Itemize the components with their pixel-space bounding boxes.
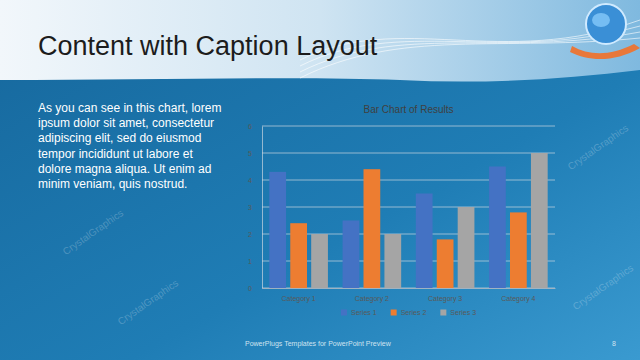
bar (311, 234, 328, 288)
slide-title: Content with Caption Layout (38, 31, 378, 61)
grid-line (262, 126, 555, 127)
y-tick-label: 2 (248, 231, 252, 238)
bar (531, 153, 548, 288)
page-number: 8 (612, 340, 616, 347)
bar (416, 194, 433, 289)
x-tick: Category 2 (355, 288, 389, 303)
x-axis: Category 1 Category 2 Category 3 Category 4 (263, 288, 556, 303)
y-tick-label: 3 (248, 204, 252, 211)
grid (262, 126, 555, 288)
y-tick-label: 5 (248, 150, 252, 157)
legend-label: Series 1 (351, 309, 377, 316)
caption-line: tempor incididunt ut labore et (38, 147, 193, 161)
bar (437, 239, 454, 288)
bar (458, 207, 475, 288)
bar (510, 212, 527, 288)
x-tick: Category 3 (428, 288, 462, 303)
legend: Series 1 Series 2 Series 3 (341, 309, 476, 316)
watermark: CrystalGraphics (566, 122, 631, 172)
bars (269, 153, 547, 288)
caption-line: minim veniam, quis nostrud. (38, 177, 187, 191)
globe-icon (570, 4, 640, 59)
bar (364, 169, 381, 288)
bar-series (290, 169, 526, 288)
y-tick: 1 (248, 258, 262, 265)
x-tick-label: Category 1 (282, 295, 316, 303)
globe (586, 4, 626, 44)
bar (384, 234, 401, 288)
caption-line: ipsum dolor sit amet, consectetur (38, 116, 214, 130)
y-tick: 5 (248, 150, 262, 157)
x-tick: Category 1 (282, 288, 316, 303)
legend-label: Series 2 (401, 309, 427, 316)
bar-series (269, 167, 505, 289)
caption: As you can see in this chart, loremipsum… (38, 101, 221, 191)
caption-line: As you can see in this chart, lorem (38, 101, 221, 115)
x-tick-label: Category 2 (355, 295, 389, 303)
chart-title: Bar Chart of Results (363, 104, 453, 115)
legend-swatch (440, 310, 446, 316)
background (0, 0, 640, 360)
watermark: CrystalGraphics (116, 277, 181, 327)
y-tick: 6 (248, 123, 262, 130)
caption-line: dolore magna aliqua. Ut enim ad (38, 162, 211, 176)
caption-line: adipiscing elit, sed do eiusmod (38, 131, 201, 145)
y-tick: 4 (248, 177, 262, 184)
hand (570, 44, 640, 59)
y-axis-line (262, 127, 263, 289)
legend-swatch (341, 310, 347, 316)
watermark: CrystalGraphics (571, 262, 636, 312)
watermark: CrystalGraphics (61, 207, 126, 257)
y-tick-label: 1 (248, 258, 252, 265)
y-tick: 2 (248, 231, 262, 238)
y-tick-label: 6 (248, 123, 252, 130)
grid-line (262, 153, 555, 154)
legend-swatch (391, 310, 397, 316)
title-banner (0, 0, 640, 82)
x-tick: Category 4 (501, 288, 535, 303)
x-axis-line (263, 288, 556, 289)
bar (489, 167, 506, 289)
y-tick-label: 4 (248, 177, 252, 184)
globe-shine (592, 13, 610, 27)
x-tick-label: Category 3 (428, 295, 462, 303)
bar (290, 223, 307, 288)
grid-line (262, 180, 555, 181)
chart: Bar Chart of Results0123456Category 1Cat… (248, 104, 555, 316)
y-axis: 0 1 2 3 4 5 6 (248, 123, 262, 292)
bar-series (311, 153, 547, 288)
legend-label: Series 3 (450, 309, 476, 316)
x-tick-label: Category 4 (501, 295, 535, 303)
slide: Content with Caption Layout As you can se… (0, 0, 640, 360)
footer: PowerPlugs Templates for PowerPoint Prev… (245, 340, 392, 348)
y-tick: 0 (248, 285, 262, 292)
y-tick: 3 (248, 204, 262, 211)
bar (343, 221, 360, 289)
grid-line (262, 207, 555, 208)
bar (269, 172, 286, 288)
y-tick-label: 0 (248, 285, 252, 292)
